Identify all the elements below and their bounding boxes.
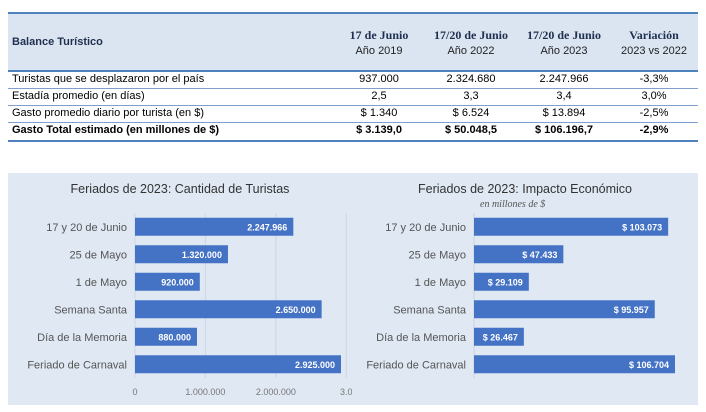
category-label: 25 de Mayo [409, 249, 466, 261]
bar [135, 217, 294, 236]
category-label: Día de la Memoria [376, 332, 467, 344]
data-label: $ 47.433 [522, 250, 557, 260]
tick-label: 2.000.000 [256, 387, 296, 397]
column-header-variation: Variación 2023 vs 2022 [614, 14, 694, 70]
category-label: Día de la Memoria [37, 332, 128, 344]
cell-variation: -3,3% [639, 73, 669, 85]
category-label: 1 de Mayo [415, 277, 466, 289]
column-header-top: 17/20 de Junio [526, 27, 601, 42]
category-label: 25 de Mayo [70, 249, 127, 261]
bar [135, 272, 200, 291]
bar [474, 300, 655, 319]
category-label: 1 de Mayo [76, 277, 127, 289]
cell-2019: $ 1.340 [360, 107, 398, 119]
cell-2022: 3,3 [463, 90, 479, 102]
category-label: 17 y 20 de Junio [385, 222, 466, 234]
cell-2019: 937.000 [359, 73, 399, 85]
bar [474, 327, 524, 346]
cell-2022: $ 6.524 [452, 107, 490, 119]
data-label: 1.320.000 [182, 250, 222, 260]
category-label: Feriado de Carnaval [366, 359, 466, 371]
cell-2023: $ 13.894 [542, 107, 586, 119]
column-header-top: Variación [629, 27, 679, 42]
cell-variation: -2,9% [639, 124, 669, 136]
data-label: 880.000 [158, 332, 191, 342]
column-header-2022: 17/20 de Junio Año 2022 [428, 14, 514, 70]
cell-2023: 2.247.966 [539, 73, 589, 85]
data-label: $ 29.109 [488, 277, 523, 287]
row-label: Turistas que se desplazaron por el país [12, 73, 205, 85]
column-header-bottom: Año 2019 [355, 44, 403, 57]
category-label: Semana Santa [393, 304, 467, 316]
data-label: $ 103.073 [622, 222, 662, 232]
row-label: Gasto promedio diario por turista (en $) [12, 107, 204, 119]
cell-variation: 3,0% [641, 90, 667, 102]
column-header-2023: 17/20 de Junio Año 2023 [521, 14, 607, 70]
cell-2019: $ 3.139,0 [356, 124, 402, 136]
tick-label: 0 [132, 387, 137, 397]
row-label: Estadía promedio (en días) [12, 90, 145, 102]
economic-impact-chart-panel: Feriados de 2023: Impacto Económico en m… [352, 173, 698, 405]
chart-title: Feriados de 2023: Cantidad de Turistas [70, 182, 290, 196]
bar [474, 245, 564, 264]
table-total-row: Gasto Total estimado (en millones de $) … [8, 123, 698, 142]
column-header-2019: 17 de Junio Año 2019 [336, 14, 422, 70]
bar [135, 245, 228, 264]
data-label: 2.247.966 [247, 222, 287, 232]
cell-2023: $ 106.196,7 [534, 124, 594, 136]
column-header-top: 17 de Junio [349, 27, 409, 42]
category-label: Semana Santa [54, 304, 128, 316]
row-label: Gasto Total estimado (en millones de $) [12, 124, 220, 136]
economic-impact-chart: 17 y 20 de Junio $ 103.073 25 de Mayo $ 47.… [366, 213, 675, 378]
column-header-bottom: Año 2023 [540, 44, 588, 57]
column-header-bottom: Año 2022 [447, 44, 495, 57]
cell-variation: -2,5% [639, 107, 669, 119]
cell-2022: 2.324.680 [446, 73, 496, 85]
column-header-top: 17/20 de Junio [433, 27, 508, 42]
data-label: $ 106.704 [629, 360, 669, 370]
data-label: 2.925.000 [295, 360, 335, 370]
data-label: 2.650.000 [276, 305, 316, 315]
tick-label: 3.0 [340, 387, 352, 397]
tick-label: 1.000.000 [185, 387, 225, 397]
data-label: $ 26.467 [483, 332, 518, 342]
tourists-chart: 17 y 20 de Junio 2.247.966 25 de Mayo 1.320… [27, 213, 353, 397]
cell-2022: $ 50.048,5 [445, 124, 497, 136]
category-label: 17 y 20 de Junio [46, 222, 127, 234]
category-label: Feriado de Carnaval [27, 359, 127, 371]
tourists-chart-panel: Feriados de 2023: Cantidad de Turistas 1… [8, 173, 353, 405]
chart-title: Feriados de 2023: Impacto Económico [417, 182, 632, 196]
table-row: Gasto promedio diario por turista (en $)… [8, 106, 698, 123]
table-header: Balance Turístico 17 de Junio Año 2019 1… [8, 12, 698, 72]
data-label: 920.000 [161, 277, 194, 287]
table-title: Balance Turístico [12, 36, 103, 48]
bar [474, 355, 675, 374]
table-row: Turistas que se desplazaron por el país … [8, 72, 698, 89]
chart-subtitle: en millones de $ [480, 199, 546, 210]
bar [474, 272, 529, 291]
cell-2023: 3,4 [556, 90, 572, 102]
bar [135, 327, 197, 346]
tourism-balance-table: Balance Turístico 17 de Junio Año 2019 1… [8, 12, 698, 142]
table-row: Estadía promedio (en días) 2,5 3,3 3,4 3… [8, 89, 698, 106]
data-label: $ 95.957 [614, 305, 649, 315]
cell-2019: 2,5 [371, 90, 387, 102]
bar [135, 300, 322, 319]
bar [474, 217, 669, 236]
bar [135, 355, 341, 374]
column-header-bottom: 2023 vs 2022 [620, 44, 688, 57]
